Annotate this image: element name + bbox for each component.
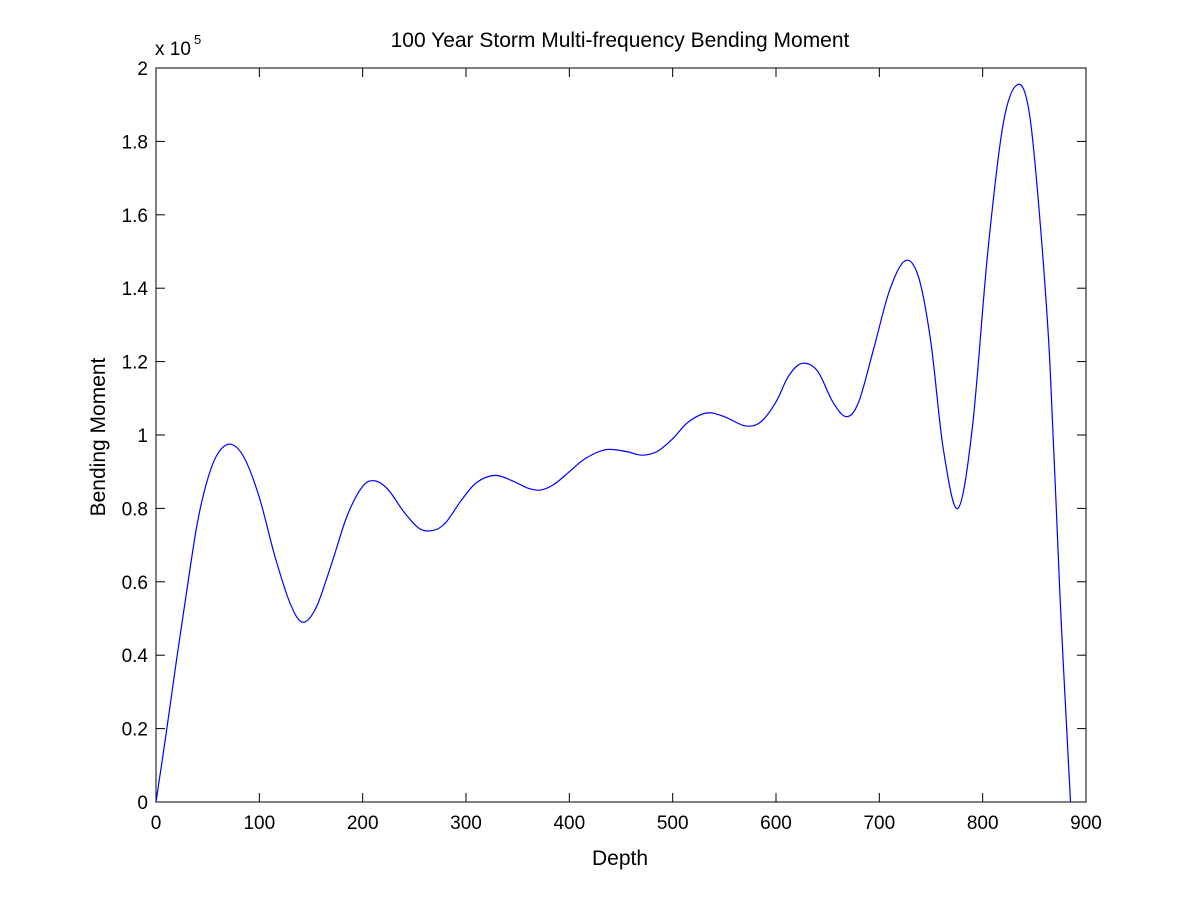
x-tick-label: 500 xyxy=(657,813,689,834)
x-tick-label: 700 xyxy=(863,813,895,834)
plot-area: 0 100 200 300 400 500 600 700 800 900 0 0.2 0.4 0.6 0.… xyxy=(122,59,1102,834)
chart-title: 100 Year Storm Multi-frequency Bending M… xyxy=(391,29,850,52)
x-tick-label: 100 xyxy=(243,813,275,834)
x-axis-label: Depth xyxy=(592,847,648,870)
y-tick-label: 1.2 xyxy=(122,353,148,374)
x-tick-label: 800 xyxy=(967,813,999,834)
y-exponent-power: 5 xyxy=(194,32,201,47)
y-tick-label: 0.8 xyxy=(122,499,148,520)
x-tick-label: 300 xyxy=(450,813,482,834)
x-tick-label: 0 xyxy=(151,813,162,834)
y-exponent-label: x 10 5 xyxy=(155,32,201,60)
y-tick-label: 2 xyxy=(137,59,148,80)
y-tick-label: 0.6 xyxy=(122,573,148,594)
x-tick-label: 900 xyxy=(1070,813,1102,834)
x-tick-label: 600 xyxy=(760,813,792,834)
y-tick-label: 1.6 xyxy=(122,206,148,227)
x-tick-label: 200 xyxy=(347,813,379,834)
y-tick-label: 1.8 xyxy=(122,132,148,153)
y-tick-label: 0.4 xyxy=(122,646,149,667)
y-exponent-base: x 10 xyxy=(155,39,191,60)
x-tick-label: 400 xyxy=(553,813,585,834)
series-line xyxy=(156,83,1072,802)
y-tick-label: 1.4 xyxy=(122,279,149,300)
y-tick-label: 1 xyxy=(137,426,148,447)
y-tick-label: 0.2 xyxy=(122,720,148,741)
y-axis-label: Bending Moment xyxy=(87,357,110,516)
y-tick-label: 0 xyxy=(137,793,148,814)
